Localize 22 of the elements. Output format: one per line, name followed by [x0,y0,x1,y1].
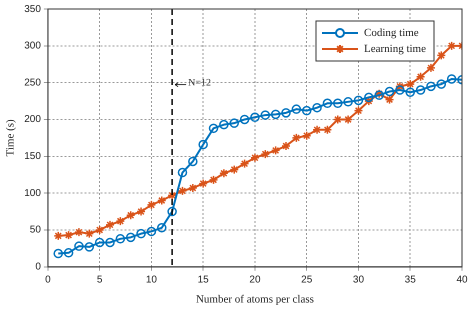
x-tick-label: 10 [146,274,158,286]
y-tick-label: 100 [24,188,42,199]
y-tick-label: 0 [35,262,42,273]
legend-label: Learning time [364,42,426,55]
y-tick-label: 350 [24,4,42,15]
y-tick-label: 250 [24,77,42,88]
y-tick-label: 150 [24,151,42,162]
x-tick-label: 40 [456,274,468,286]
x-tick-label: 35 [404,274,416,286]
x-tick-label: 25 [301,274,313,286]
x-tick-label: 0 [45,274,52,286]
x-tick-label: 5 [96,274,103,286]
x-axis-title: Number of atoms per class [196,293,314,306]
ref-line-label: N=12 [188,77,211,88]
x-tick-label: 20 [249,274,261,286]
x-tick-label: 30 [352,274,364,286]
x-tick-label: 15 [198,274,210,286]
y-tick-label: 300 [24,40,42,52]
legend-label: Coding time [364,26,419,39]
y-tick-label: 50 [30,224,42,236]
y-axis-title: Time (s) [4,118,16,156]
y-tick-label: 200 [24,114,42,126]
